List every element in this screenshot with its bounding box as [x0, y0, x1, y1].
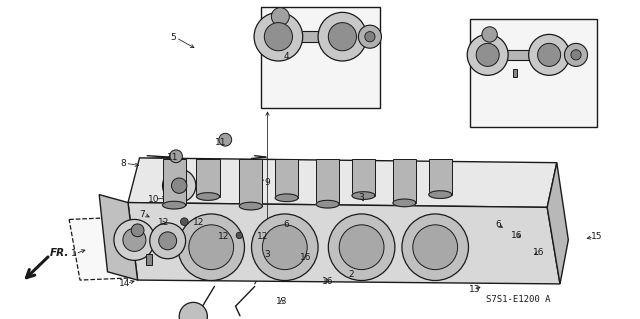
Circle shape	[271, 8, 289, 26]
Circle shape	[236, 232, 243, 239]
Text: 13: 13	[276, 297, 287, 306]
Circle shape	[328, 214, 395, 280]
Circle shape	[318, 12, 367, 61]
Polygon shape	[196, 159, 220, 197]
Polygon shape	[513, 69, 517, 77]
Circle shape	[264, 23, 292, 51]
Text: 8: 8	[121, 159, 126, 168]
Polygon shape	[547, 163, 568, 284]
Circle shape	[170, 150, 182, 163]
Polygon shape	[196, 193, 220, 200]
Text: 11: 11	[167, 153, 179, 162]
Polygon shape	[275, 194, 298, 202]
Text: 14: 14	[119, 279, 131, 288]
Circle shape	[476, 43, 499, 66]
Polygon shape	[163, 159, 186, 205]
Circle shape	[529, 34, 570, 75]
Polygon shape	[352, 192, 375, 199]
Circle shape	[482, 27, 497, 42]
Circle shape	[254, 12, 303, 61]
Text: S7S1-E1200 A: S7S1-E1200 A	[486, 295, 551, 304]
Circle shape	[467, 34, 508, 75]
Text: 7: 7	[140, 210, 145, 219]
Text: 13: 13	[469, 285, 481, 294]
Text: 12: 12	[157, 218, 169, 227]
Circle shape	[365, 32, 375, 42]
Circle shape	[163, 169, 196, 202]
Text: 12: 12	[193, 218, 204, 227]
Circle shape	[114, 219, 155, 260]
Polygon shape	[261, 7, 380, 108]
Text: 9: 9	[265, 178, 270, 187]
Circle shape	[564, 43, 588, 66]
Polygon shape	[99, 195, 138, 280]
Polygon shape	[278, 31, 340, 42]
Polygon shape	[128, 203, 560, 284]
Text: 4: 4	[284, 52, 289, 61]
Circle shape	[219, 133, 232, 146]
Text: 3: 3	[359, 193, 364, 202]
Circle shape	[328, 23, 356, 51]
Polygon shape	[470, 19, 597, 127]
Text: 16: 16	[533, 248, 545, 257]
Circle shape	[123, 228, 146, 251]
Polygon shape	[134, 237, 168, 245]
Text: 6: 6	[284, 220, 289, 229]
Polygon shape	[146, 254, 152, 265]
Text: 3: 3	[265, 250, 270, 259]
Text: 12: 12	[218, 232, 230, 241]
Circle shape	[262, 225, 307, 270]
Polygon shape	[429, 191, 452, 198]
Circle shape	[178, 214, 244, 280]
Text: 12: 12	[257, 232, 268, 241]
Polygon shape	[488, 50, 547, 60]
Polygon shape	[316, 159, 339, 204]
Circle shape	[571, 50, 581, 60]
Text: 10: 10	[148, 195, 159, 204]
Polygon shape	[275, 159, 298, 198]
Circle shape	[252, 214, 318, 280]
Circle shape	[172, 178, 187, 193]
Polygon shape	[393, 199, 416, 207]
Polygon shape	[393, 159, 416, 203]
Text: 16: 16	[300, 253, 312, 262]
Circle shape	[179, 302, 207, 319]
Polygon shape	[69, 213, 229, 280]
Circle shape	[413, 225, 458, 270]
Text: 6: 6	[495, 220, 500, 229]
Polygon shape	[429, 159, 452, 195]
Polygon shape	[352, 159, 375, 196]
Circle shape	[358, 25, 381, 48]
Text: 11: 11	[215, 138, 227, 147]
Text: 16: 16	[322, 277, 333, 286]
Circle shape	[189, 225, 234, 270]
Polygon shape	[128, 158, 557, 207]
Circle shape	[131, 224, 144, 237]
Circle shape	[538, 43, 561, 66]
Text: 1: 1	[71, 249, 76, 258]
Circle shape	[159, 232, 177, 250]
Circle shape	[180, 218, 188, 226]
Text: 16: 16	[511, 231, 523, 240]
Circle shape	[402, 214, 468, 280]
Text: 2: 2	[348, 271, 353, 279]
Polygon shape	[239, 159, 262, 206]
Text: 5: 5	[170, 33, 175, 42]
Polygon shape	[239, 202, 262, 210]
Polygon shape	[316, 200, 339, 208]
Circle shape	[150, 223, 186, 259]
Text: 15: 15	[591, 232, 602, 241]
Text: FR.: FR.	[50, 248, 69, 258]
Polygon shape	[163, 201, 186, 209]
Circle shape	[339, 225, 384, 270]
